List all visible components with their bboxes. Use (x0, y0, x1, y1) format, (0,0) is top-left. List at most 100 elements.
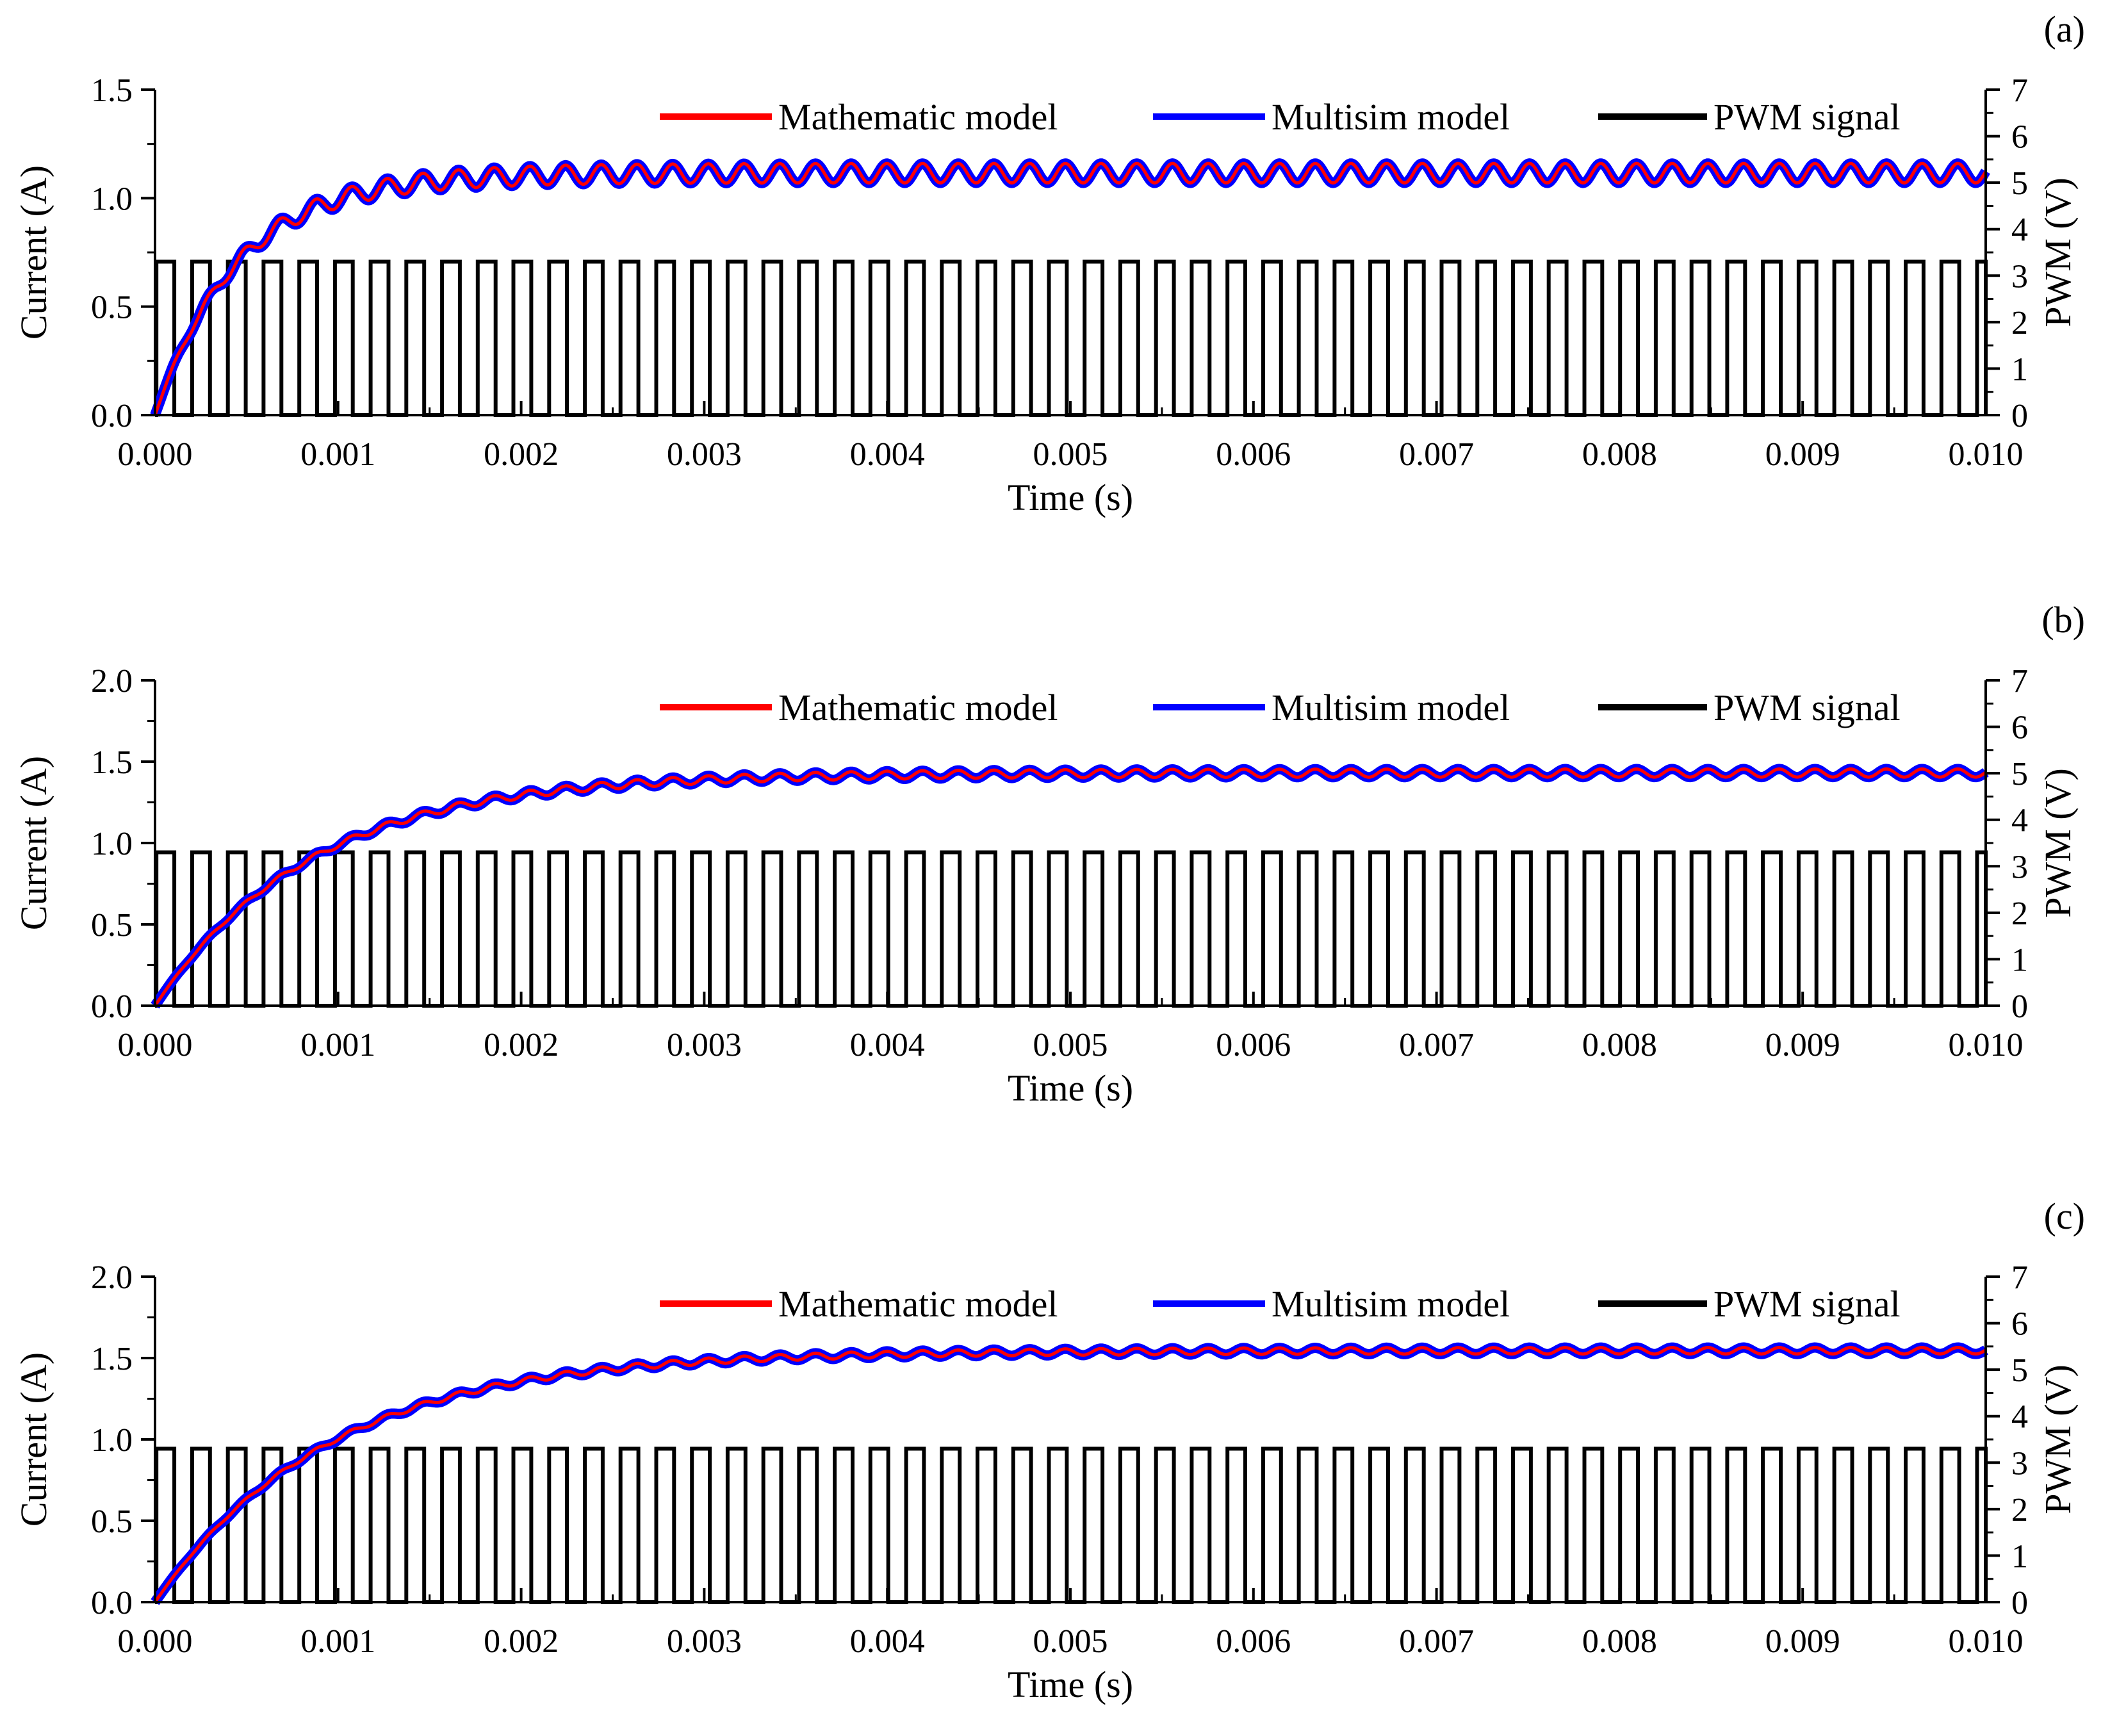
y-axis-title: Current (A) (13, 1352, 54, 1527)
legend-label-multisim-model: Multisim model (1272, 687, 1510, 728)
legend-label-pwm-signal: PWM signal (1713, 96, 1901, 138)
y2-tick-label: 4 (2011, 212, 2028, 249)
y2-tick-label: 4 (2011, 803, 2028, 839)
series-line-mathematic-model (153, 1346, 1987, 1603)
x-tick-label: 0.000 (118, 1623, 193, 1660)
series-line-pwm-signal (154, 259, 1988, 417)
y2-tick-label: 6 (2011, 1306, 2028, 1343)
x-tick-label: 0.001 (300, 1027, 375, 1063)
y2-tick-label: 5 (2011, 1352, 2028, 1389)
x-tick-label: 0.000 (118, 436, 193, 473)
legend-label-mathematic-model: Mathematic model (778, 687, 1058, 728)
y2-tick-label: 0 (2011, 988, 2028, 1025)
x-tick-label: 0.006 (1216, 1027, 1291, 1063)
x-tick-label: 0.008 (1582, 1623, 1657, 1660)
y2-axis-title: PWM (V) (2037, 768, 2079, 918)
panel-label: (b) (2041, 599, 2085, 641)
legend: Mathematic model Multisim model PWM signal (660, 1283, 1901, 1325)
x-tick-label: 0.007 (1399, 1027, 1474, 1063)
legend: Mathematic model Multisim model PWM signal (660, 96, 1901, 138)
y2-tick-label: 7 (2011, 663, 2028, 700)
x-tick-label: 0.001 (300, 1623, 375, 1660)
y-tick-label: 0.5 (91, 907, 133, 944)
series-line-mathematic-model (153, 767, 1987, 1007)
x-axis-title: Time (s) (1008, 477, 1133, 518)
x-tick-label: 0.004 (850, 1623, 925, 1660)
x-tick-label: 0.006 (1216, 436, 1291, 473)
x-tick-label: 0.003 (667, 436, 742, 473)
x-tick-label: 0.009 (1765, 436, 1840, 473)
y2-tick-label: 6 (2011, 710, 2028, 746)
y-tick-label: 1.0 (91, 181, 133, 217)
y2-tick-label: 7 (2011, 72, 2028, 109)
y2-tick-label: 1 (2011, 1538, 2028, 1575)
legend-label-multisim-model: Multisim model (1272, 96, 1510, 138)
x-tick-label: 0.003 (667, 1027, 742, 1063)
y-axis-title: Current (A) (13, 165, 54, 340)
x-tick-label: 0.002 (484, 436, 559, 473)
x-axis-title: Time (s) (1008, 1664, 1133, 1705)
x-tick-label: 0.001 (300, 436, 375, 473)
y2-tick-label: 2 (2011, 1492, 2028, 1528)
y2-tick-label: 0 (2011, 398, 2028, 434)
y-tick-label: 0.5 (91, 290, 133, 326)
y-tick-label: 2.0 (91, 1259, 133, 1296)
series-line-pwm-signal (154, 850, 1988, 1008)
y2-tick-label: 1 (2011, 351, 2028, 388)
y2-tick-label: 5 (2011, 165, 2028, 202)
y-axis-title: Current (A) (13, 756, 54, 930)
y2-axis-title: PWM (V) (2037, 177, 2079, 327)
series-line-mathematic-model (153, 161, 1988, 416)
legend: Mathematic model Multisim model PWM signal (660, 687, 1901, 728)
x-tick-label: 0.004 (850, 436, 925, 473)
x-tick-label: 0.007 (1399, 1623, 1474, 1660)
y-tick-label: 2.0 (91, 663, 133, 700)
panel-label: (a) (2044, 8, 2085, 50)
legend-label-pwm-signal: PWM signal (1713, 687, 1901, 728)
y2-tick-label: 6 (2011, 119, 2028, 156)
x-axis-title: Time (s) (1008, 1067, 1133, 1109)
x-tick-label: 0.000 (118, 1027, 193, 1063)
x-tick-label: 0.009 (1765, 1027, 1840, 1063)
y-tick-label: 1.5 (91, 1341, 133, 1377)
x-tick-label: 0.009 (1765, 1623, 1840, 1660)
chart-panel-2: (b)0.000 0.001 0.002 0.003 0.004 0.005 0.006 0.… (13, 599, 2085, 1109)
x-tick-label: 0.002 (484, 1623, 559, 1660)
x-tick-label: 0.003 (667, 1623, 742, 1660)
x-tick-label: 0.010 (1949, 1623, 2024, 1660)
y2-tick-label: 0 (2011, 1585, 2028, 1621)
x-tick-label: 0.004 (850, 1027, 925, 1063)
y2-axis-title: PWM (V) (2037, 1364, 2079, 1514)
y-tick-label: 0.5 (91, 1503, 133, 1540)
y-tick-label: 1.5 (91, 744, 133, 781)
y-tick-label: 1.0 (91, 826, 133, 862)
y2-tick-label: 4 (2011, 1399, 2028, 1436)
x-tick-label: 0.008 (1582, 1027, 1657, 1063)
x-tick-label: 0.010 (1949, 436, 2024, 473)
y2-tick-label: 3 (2011, 1445, 2028, 1482)
legend-label-multisim-model: Multisim model (1272, 1283, 1510, 1325)
y-tick-label: 0.0 (91, 1585, 133, 1621)
x-tick-label: 0.007 (1399, 436, 1474, 473)
y2-tick-label: 7 (2011, 1259, 2028, 1296)
y2-tick-label: 5 (2011, 756, 2028, 792)
y2-tick-label: 2 (2011, 896, 2028, 932)
series-line-pwm-signal (154, 1446, 1988, 1604)
y-tick-label: 1.5 (91, 72, 133, 109)
chart-panel-3: (c) 0.000 0.001 0.002 0.003 0.004 0.0 0 5 0.006 0.… (13, 1195, 2085, 1705)
x-tick-label: 0.006 (1216, 1623, 1291, 1660)
legend-label-mathematic-model: Mathematic model (778, 96, 1058, 138)
panel-label: (c) (2044, 1195, 2085, 1237)
x-tick-label: 0.005 (1033, 1027, 1108, 1063)
chart-panel-1: (a) 0.000 0.001 0.002 0.003 0.004 0.0 0 5 0.006 0.… (13, 8, 2085, 518)
y2-tick-label: 2 (2011, 305, 2028, 341)
y2-tick-label: 3 (2011, 258, 2028, 295)
legend-label-pwm-signal: PWM signal (1713, 1283, 1901, 1325)
x-tick-label: 0.002 (484, 1027, 559, 1063)
y-tick-label: 0.0 (91, 988, 133, 1025)
x-tick-label: 0.008 (1582, 436, 1657, 473)
y-tick-label: 1.0 (91, 1422, 133, 1459)
y2-tick-label: 1 (2011, 942, 2028, 978)
y-tick-label: 0.0 (91, 398, 133, 434)
